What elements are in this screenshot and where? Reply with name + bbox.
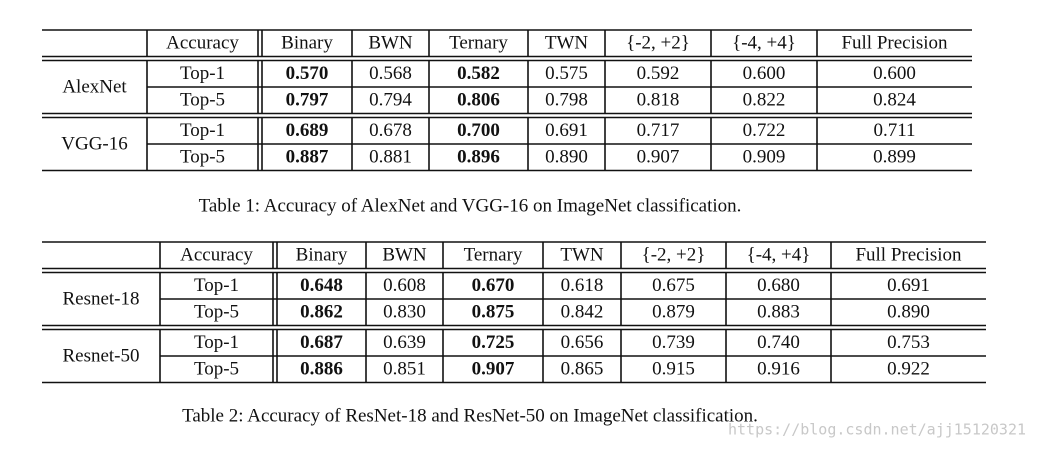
header-cell: Binary <box>296 245 348 266</box>
value-cell: 0.797 <box>286 90 329 111</box>
value-cell: 0.899 <box>873 147 916 168</box>
header-cell: TWN <box>560 245 604 266</box>
header-cell: {-2, +2} <box>626 33 690 54</box>
value-cell: 0.592 <box>637 63 680 84</box>
value-cell: 0.830 <box>383 302 426 323</box>
value-cell: 0.875 <box>472 302 515 323</box>
model-name: VGG-16 <box>61 133 128 154</box>
value-cell: 0.794 <box>369 90 412 111</box>
value-cell: 0.907 <box>472 359 515 380</box>
header-cell: {-4, +4} <box>747 245 811 266</box>
value-cell: 0.675 <box>652 275 695 296</box>
value-cell: 0.915 <box>652 359 695 380</box>
value-cell: 0.887 <box>286 147 329 168</box>
value-cell: 0.687 <box>300 332 343 353</box>
value-cell: 0.639 <box>383 332 426 353</box>
value-cell: 0.753 <box>887 332 930 353</box>
value-cell: 0.886 <box>300 359 343 380</box>
value-cell: 0.881 <box>369 147 412 168</box>
value-cell: 0.865 <box>561 359 604 380</box>
value-cell: 0.648 <box>300 275 343 296</box>
value-cell: 0.656 <box>561 332 604 353</box>
value-cell: 0.678 <box>369 120 412 141</box>
value-cell: 0.725 <box>472 332 515 353</box>
value-cell: 0.691 <box>887 275 930 296</box>
header-cell: Full Precision <box>841 33 948 54</box>
value-cell: 0.608 <box>383 275 426 296</box>
value-cell: 0.680 <box>757 275 800 296</box>
model-name: AlexNet <box>62 76 127 97</box>
metric-label: Top-1 <box>180 63 225 84</box>
header-cell: Accuracy <box>166 33 239 54</box>
value-cell: 0.890 <box>545 147 588 168</box>
value-cell: 0.907 <box>637 147 680 168</box>
header-cell: Ternary <box>449 33 508 54</box>
value-cell: 0.575 <box>545 63 588 84</box>
metric-label: Top-1 <box>180 120 225 141</box>
value-cell: 0.798 <box>545 90 588 111</box>
value-cell: 0.806 <box>457 90 500 111</box>
value-cell: 0.670 <box>472 275 515 296</box>
value-cell: 0.618 <box>561 275 604 296</box>
header-cell: BWN <box>382 245 427 266</box>
value-cell: 0.909 <box>743 147 786 168</box>
metric-label: Top-5 <box>180 147 225 168</box>
value-cell: 0.890 <box>887 302 930 323</box>
value-cell: 0.600 <box>873 63 916 84</box>
metric-label: Top-5 <box>180 90 225 111</box>
value-cell: 0.689 <box>286 120 329 141</box>
metric-label: Top-5 <box>194 302 239 323</box>
header-cell: {-2, +2} <box>642 245 706 266</box>
model-name: Resnet-18 <box>62 288 139 309</box>
value-cell: 0.824 <box>873 90 916 111</box>
header-cell: Ternary <box>464 245 523 266</box>
metric-label: Top-5 <box>194 359 239 380</box>
header-cell: TWN <box>545 33 589 54</box>
value-cell: 0.600 <box>743 63 786 84</box>
value-cell: 0.862 <box>300 302 343 323</box>
metric-label: Top-1 <box>194 332 239 353</box>
value-cell: 0.568 <box>369 63 412 84</box>
header-cell: Accuracy <box>180 245 253 266</box>
value-cell: 0.842 <box>561 302 604 323</box>
value-cell: 0.883 <box>757 302 800 323</box>
value-cell: 0.740 <box>757 332 800 353</box>
table-caption: Table 1: Accuracy of AlexNet and VGG-16 … <box>199 195 742 216</box>
value-cell: 0.722 <box>743 120 786 141</box>
value-cell: 0.700 <box>457 120 500 141</box>
value-cell: 0.570 <box>286 63 329 84</box>
value-cell: 0.691 <box>545 120 588 141</box>
value-cell: 0.739 <box>652 332 695 353</box>
header-cell: BWN <box>368 33 413 54</box>
header-cell: {-4, +4} <box>732 33 796 54</box>
header-cell: Binary <box>281 33 333 54</box>
value-cell: 0.879 <box>652 302 695 323</box>
metric-label: Top-1 <box>194 275 239 296</box>
value-cell: 0.717 <box>637 120 680 141</box>
value-cell: 0.851 <box>383 359 426 380</box>
model-name: Resnet-50 <box>62 345 139 366</box>
watermark: https://blog.csdn.net/ajj15120321 <box>728 421 1026 439</box>
value-cell: 0.711 <box>873 120 915 141</box>
header-cell: Full Precision <box>855 245 962 266</box>
table-caption: Table 2: Accuracy of ResNet-18 and ResNe… <box>182 405 758 426</box>
value-cell: 0.818 <box>637 90 680 111</box>
value-cell: 0.922 <box>887 359 930 380</box>
value-cell: 0.896 <box>457 147 500 168</box>
value-cell: 0.822 <box>743 90 786 111</box>
value-cell: 0.582 <box>457 63 500 84</box>
value-cell: 0.916 <box>757 359 800 380</box>
